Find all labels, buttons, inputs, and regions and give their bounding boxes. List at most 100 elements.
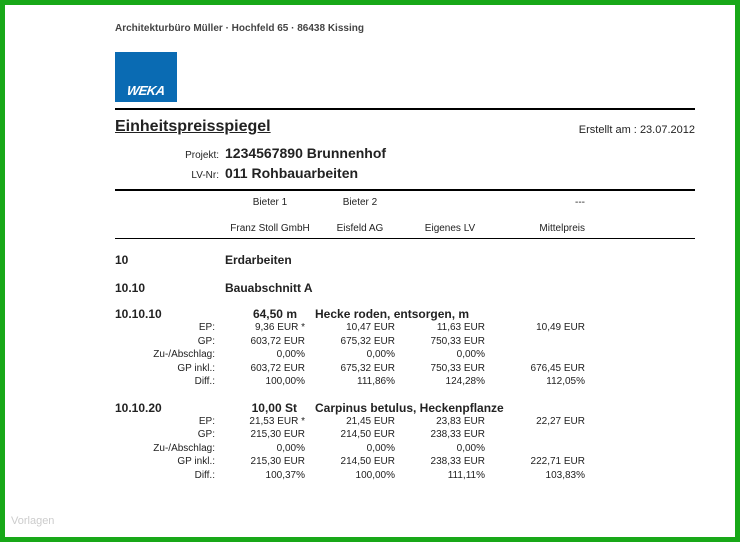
item2-gpi: GP inkl.: 215,30 EUR 214,50 EUR 238,33 E… bbox=[115, 455, 695, 469]
rule-mid bbox=[115, 189, 695, 191]
row-c2: 21,45 EUR bbox=[315, 415, 405, 429]
row-c3: 11,63 EUR bbox=[405, 321, 495, 335]
item2-diff: Diff.: 100,37% 100,00% 111,11% 103,83% bbox=[115, 469, 695, 483]
section-title: Bauabschnitt A bbox=[225, 281, 313, 295]
item-head-2: 10.10.20 10,00 St Carpinus betulus, Heck… bbox=[115, 401, 695, 415]
weka-logo: WEKA bbox=[115, 52, 177, 102]
row-c4 bbox=[495, 442, 585, 456]
bidder-head-4: --- bbox=[495, 197, 585, 208]
row-c2: 675,32 EUR bbox=[315, 335, 405, 349]
section-num: 10 bbox=[115, 253, 225, 267]
item1-ep: EP: 9,36 EUR * 10,47 EUR 11,63 EUR 10,49… bbox=[115, 321, 695, 335]
meta-block: Projekt: 1234567890 Brunnenhof LV-Nr: 01… bbox=[115, 144, 695, 183]
row-c4 bbox=[495, 348, 585, 362]
section-10-10: 10.10 Bauabschnitt A bbox=[115, 281, 695, 295]
item-qty: 10,00 St bbox=[225, 401, 315, 415]
row-c3: 0,00% bbox=[405, 348, 495, 362]
document-title: Einheitspreisspiegel bbox=[115, 118, 271, 136]
bidders-sub-row: Franz Stoll GmbH Eisfeld AG Eigenes LV M… bbox=[115, 223, 695, 234]
row-c3: 124,28% bbox=[405, 375, 495, 389]
row-label: Zu-/Abschlag: bbox=[115, 442, 225, 456]
row-c1: 215,30 EUR bbox=[225, 428, 315, 442]
row-c4: 112,05% bbox=[495, 375, 585, 389]
sender-line: Architekturbüro Müller · Hochfeld 65 · 8… bbox=[115, 23, 695, 34]
row-c3: 238,33 EUR bbox=[405, 428, 495, 442]
row-c1: 215,30 EUR bbox=[225, 455, 315, 469]
item-qty: 64,50 m bbox=[225, 307, 315, 321]
section-10: 10 Erdarbeiten bbox=[115, 253, 695, 267]
item1-zu: Zu-/Abschlag: 0,00% 0,00% 0,00% bbox=[115, 348, 695, 362]
bidder-head-2: Bieter 2 bbox=[315, 197, 405, 208]
row-c3: 0,00% bbox=[405, 442, 495, 456]
row-label: GP inkl.: bbox=[115, 362, 225, 376]
item2-zu: Zu-/Abschlag: 0,00% 0,00% 0,00% bbox=[115, 442, 695, 456]
created-line: Erstellt am : 23.07.2012 bbox=[579, 124, 695, 136]
row-c1: 100,37% bbox=[225, 469, 315, 483]
title-row: Einheitspreisspiegel Erstellt am : 23.07… bbox=[115, 118, 695, 136]
row-c3: 23,83 EUR bbox=[405, 415, 495, 429]
item1-diff: Diff.: 100,00% 111,86% 124,28% 112,05% bbox=[115, 375, 695, 389]
rule-top bbox=[115, 108, 695, 110]
row-c1: 9,36 EUR * bbox=[225, 321, 315, 335]
row-c4 bbox=[495, 335, 585, 349]
item2-gp: GP: 215,30 EUR 214,50 EUR 238,33 EUR bbox=[115, 428, 695, 442]
row-label: EP: bbox=[115, 321, 225, 335]
row-label: GP: bbox=[115, 335, 225, 349]
row-c1: 21,53 EUR * bbox=[225, 415, 315, 429]
row-c2: 100,00% bbox=[315, 469, 405, 483]
row-c2: 111,86% bbox=[315, 375, 405, 389]
row-c2: 214,50 EUR bbox=[315, 455, 405, 469]
row-c4: 10,49 EUR bbox=[495, 321, 585, 335]
item1-gp: GP: 603,72 EUR 675,32 EUR 750,33 EUR bbox=[115, 335, 695, 349]
row-c1: 100,00% bbox=[225, 375, 315, 389]
row-c4 bbox=[495, 428, 585, 442]
bidder-head-3 bbox=[405, 197, 495, 208]
lv-value: 011 Rohbauarbeiten bbox=[225, 164, 358, 184]
item1-gpi: GP inkl.: 603,72 EUR 675,32 EUR 750,33 E… bbox=[115, 362, 695, 376]
item2-ep: EP: 21,53 EUR * 21,45 EUR 23,83 EUR 22,2… bbox=[115, 415, 695, 429]
row-label: EP: bbox=[115, 415, 225, 429]
row-c2: 10,47 EUR bbox=[315, 321, 405, 335]
row-label: Diff.: bbox=[115, 375, 225, 389]
projekt-label: Projekt: bbox=[115, 149, 225, 163]
bidder-sub-2: Eisfeld AG bbox=[315, 223, 405, 234]
row-c4: 222,71 EUR bbox=[495, 455, 585, 469]
bidders-head-row: Bieter 1 Bieter 2 --- bbox=[115, 197, 695, 208]
row-c1: 0,00% bbox=[225, 348, 315, 362]
item-num: 10.10.10 bbox=[115, 307, 225, 321]
item-desc: Hecke roden, entsorgen, m bbox=[315, 307, 469, 321]
row-c2: 0,00% bbox=[315, 442, 405, 456]
projekt-value: 1234567890 Brunnenhof bbox=[225, 144, 386, 164]
document-frame: Architekturbüro Müller · Hochfeld 65 · 8… bbox=[0, 0, 740, 542]
row-c2: 214,50 EUR bbox=[315, 428, 405, 442]
section-num: 10.10 bbox=[115, 281, 225, 295]
bidder-head-1: Bieter 1 bbox=[225, 197, 315, 208]
row-c3: 111,11% bbox=[405, 469, 495, 483]
row-c4: 676,45 EUR bbox=[495, 362, 585, 376]
row-label: Diff.: bbox=[115, 469, 225, 483]
row-c2: 675,32 EUR bbox=[315, 362, 405, 376]
created-date: 23.07.2012 bbox=[640, 124, 695, 136]
row-c1: 603,72 EUR bbox=[225, 335, 315, 349]
bidder-sub-3: Eigenes LV bbox=[405, 223, 495, 234]
document-content: Architekturbüro Müller · Hochfeld 65 · 8… bbox=[5, 5, 735, 482]
section-title: Erdarbeiten bbox=[225, 253, 292, 267]
watermark-text: Vorlagen bbox=[11, 515, 54, 527]
row-c3: 750,33 EUR bbox=[405, 335, 495, 349]
created-label: Erstellt am : bbox=[579, 124, 637, 136]
row-label: Zu-/Abschlag: bbox=[115, 348, 225, 362]
row-c1: 0,00% bbox=[225, 442, 315, 456]
row-label: GP: bbox=[115, 428, 225, 442]
item-head-1: 10.10.10 64,50 m Hecke roden, entsorgen,… bbox=[115, 307, 695, 321]
row-c3: 750,33 EUR bbox=[405, 362, 495, 376]
row-c1: 603,72 EUR bbox=[225, 362, 315, 376]
row-c3: 238,33 EUR bbox=[405, 455, 495, 469]
row-c4: 103,83% bbox=[495, 469, 585, 483]
lv-label: LV-Nr: bbox=[115, 169, 225, 183]
logo-text: WEKA bbox=[126, 83, 166, 98]
row-c2: 0,00% bbox=[315, 348, 405, 362]
item-num: 10.10.20 bbox=[115, 401, 225, 415]
row-label: GP inkl.: bbox=[115, 455, 225, 469]
item-desc: Carpinus betulus, Heckenpflanze bbox=[315, 401, 504, 415]
rule-thin bbox=[115, 238, 695, 239]
